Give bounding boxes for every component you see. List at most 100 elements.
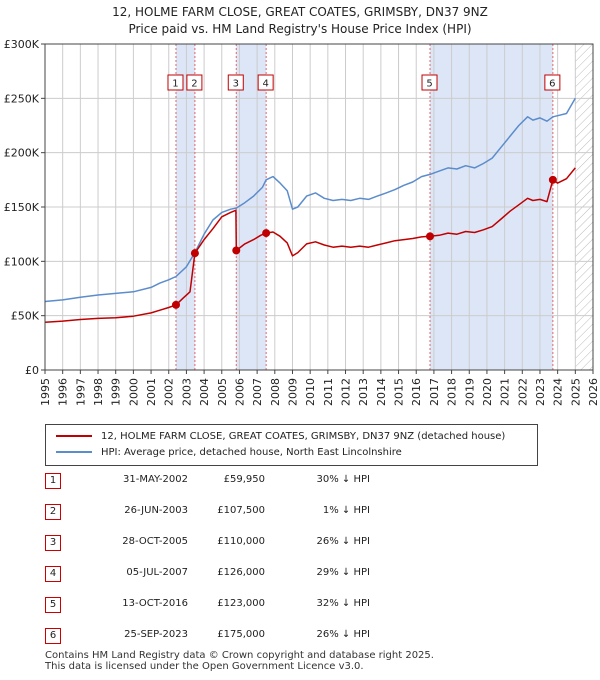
sale-hpi-diff: 29% ↓ HPI (316, 567, 370, 578)
sale-hpi-diff: 26% ↓ HPI (316, 629, 370, 640)
x-tick-label: 2012 (340, 378, 353, 406)
x-tick-label: 2020 (481, 378, 494, 406)
sale-date: 13-OCT-2016 (122, 598, 188, 609)
x-tick-label: 2005 (216, 378, 229, 406)
y-tick-label: £50K (11, 310, 40, 323)
sale-label-text: 1 (172, 79, 178, 90)
price-chart: 1 2 3 4 5 6 £0 £50K £100K £150K £200K £250K £300K 19… (4, 38, 600, 406)
x-tick-label: 2018 (446, 378, 459, 406)
legend-item-property: 12, HOLME FARM CLOSE, GREAT COATES, GRIM… (56, 430, 505, 444)
x-tick-label: 2006 (233, 378, 246, 406)
sale-number: 4 (45, 566, 61, 582)
sale-price: £59,950 (223, 474, 265, 485)
x-tick-label: 2014 (375, 378, 388, 406)
y-tick-label: £250K (4, 92, 40, 105)
sale-number: 6 (45, 628, 61, 644)
sale-marker (548, 175, 557, 184)
x-tick-label: 2004 (198, 378, 211, 406)
x-tick-label: 2015 (393, 378, 406, 406)
sale-marker (262, 229, 271, 238)
sale-label-box (167, 74, 184, 91)
sale-row: 6 25-SEP-2023 £175,000 26% ↓ HPI (0, 627, 600, 647)
sale-hpi-diff: 32% ↓ HPI (316, 598, 370, 609)
x-tick-label: 1999 (110, 378, 123, 406)
chart-axes: £0 £50K £100K £150K £200K £250K £300K 1995 1996 1… (4, 38, 600, 406)
footer: Contains HM Land Registry data © Crown c… (45, 650, 434, 672)
sale-hpi-diff: 26% ↓ HPI (316, 536, 370, 547)
sale-price: £110,000 (217, 536, 265, 547)
sale-date: 26-JUN-2003 (124, 505, 188, 516)
x-tick-label: 2002 (163, 378, 176, 406)
legend-item-hpi: HPI: Average price, detached house, Nort… (56, 446, 402, 460)
sale-label-text: 3 (233, 79, 239, 90)
sale-markers (171, 175, 557, 309)
x-tick-label: 2025 (569, 378, 582, 406)
y-tick-label: £100K (4, 255, 40, 268)
x-tick-label: 2001 (145, 378, 158, 406)
x-tick-label: 2009 (286, 378, 299, 406)
sale-row: 4 05-JUL-2007 £126,000 29% ↓ HPI (0, 565, 600, 585)
sale-label-box (186, 74, 203, 91)
x-tick-label: 1998 (92, 378, 105, 406)
chart-series (45, 97, 576, 323)
chart-title-line2: Price paid vs. HM Land Registry's House … (128, 22, 472, 36)
sale-marker (171, 300, 180, 309)
legend-label-property: 12, HOLME FARM CLOSE, GREAT COATES, GRIM… (101, 431, 506, 442)
x-tick-label: 2013 (357, 378, 370, 406)
y-tick-label: £0 (25, 364, 39, 377)
sale-label-text: 6 (549, 79, 555, 90)
x-tick-label: 1997 (74, 378, 87, 406)
sale-label-box (227, 74, 244, 91)
x-tick-label: 2016 (410, 378, 423, 406)
sale-date: 25-SEP-2023 (124, 629, 188, 640)
sale-date: 05-JUL-2007 (126, 567, 188, 578)
sale-label-box (421, 74, 438, 91)
sale-label-text: 5 (426, 79, 432, 90)
chart-title: 12, HOLME FARM CLOSE, GREAT COATES, GRIM… (0, 4, 600, 38)
x-tick-label: 2024 (552, 378, 565, 406)
x-tick-label: 2007 (251, 378, 264, 406)
x-tick-label: 2011 (322, 378, 335, 406)
sale-hpi-diff: 30% ↓ HPI (316, 474, 370, 485)
sale-date: 28-OCT-2005 (122, 536, 188, 547)
sale-labels: 1 2 3 4 5 6 (167, 74, 561, 91)
y-tick-label: £300K (4, 38, 40, 51)
sale-row: 2 26-JUN-2003 £107,500 1% ↓ HPI (0, 503, 600, 523)
sale-label-text: 2 (191, 79, 197, 90)
sale-price: £126,000 (217, 567, 265, 578)
sale-number: 5 (45, 597, 61, 613)
x-tick-label: 2008 (269, 378, 282, 406)
sale-number: 1 (45, 473, 61, 489)
y-tick-label: £150K (4, 201, 40, 214)
sale-label-box (544, 74, 561, 91)
y-tick-label: £200K (4, 147, 40, 160)
sale-price: £175,000 (217, 629, 265, 640)
hpi-line (45, 97, 576, 303)
sale-label-box (257, 74, 274, 91)
sale-marker (426, 232, 435, 241)
x-tick-label: 2026 (587, 378, 600, 406)
sale-hpi-diff: 1% ↓ HPI (322, 505, 370, 516)
x-tick-label: 2021 (499, 378, 512, 406)
legend-swatch-red (56, 435, 92, 437)
x-tick-label: 2019 (463, 378, 476, 406)
x-tick-label: 2022 (516, 378, 529, 406)
x-tick-label: 2003 (180, 378, 193, 406)
sale-row: 1 31-MAY-2002 £59,950 30% ↓ HPI (0, 472, 600, 492)
sale-marker (232, 246, 241, 255)
sale-number: 3 (45, 535, 61, 551)
legend-swatch-blue (56, 451, 92, 453)
sale-label-text: 4 (262, 79, 268, 90)
legend: 12, HOLME FARM CLOSE, GREAT COATES, GRIM… (45, 424, 538, 466)
x-tick-label: 2017 (428, 378, 441, 406)
footer-licence: This data is licensed under the Open Gov… (45, 661, 364, 672)
chart-title-line1: 12, HOLME FARM CLOSE, GREAT COATES, GRIM… (112, 5, 488, 19)
sale-date: 31-MAY-2002 (122, 474, 188, 485)
sale-number: 2 (45, 504, 61, 520)
x-tick-label: 1996 (57, 378, 70, 406)
x-tick-label: 2023 (534, 378, 547, 406)
x-tick-label: 1995 (39, 378, 52, 406)
sale-row: 3 28-OCT-2005 £110,000 26% ↓ HPI (0, 534, 600, 554)
sale-price: £123,000 (217, 598, 265, 609)
footer-copyright: Contains HM Land Registry data © Crown c… (45, 650, 434, 661)
